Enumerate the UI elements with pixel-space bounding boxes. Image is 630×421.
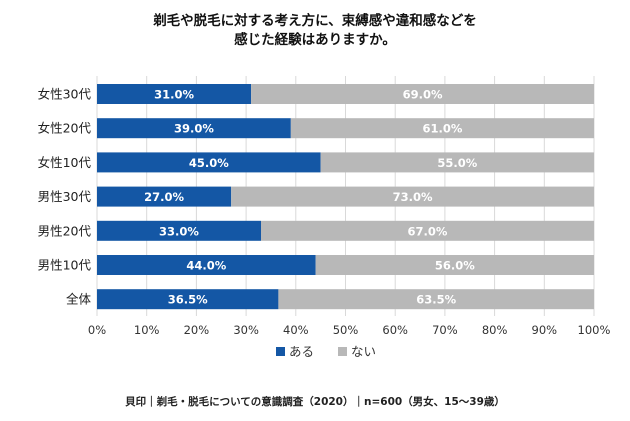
category-label: 女性30代 <box>38 87 92 102</box>
data-label: 69.0% <box>403 88 443 102</box>
x-tick-label: 70% <box>432 323 458 337</box>
data-label: 73.0% <box>393 190 433 204</box>
bar-segment-aru <box>97 152 321 173</box>
x-tick-label: 20% <box>184 323 210 337</box>
legend-swatch-aru <box>276 347 285 356</box>
legend-label-aru: ある <box>289 344 314 359</box>
category-label: 女性20代 <box>38 121 92 136</box>
chart-title: 剃毛や脱毛に対する考え方に、束縛感や違和感などを 感じた経験はありますか。 <box>0 12 630 50</box>
data-label: 27.0% <box>144 190 184 204</box>
data-label: 67.0% <box>408 224 448 238</box>
x-tick-label: 0% <box>88 323 106 337</box>
category-label: 女性10代 <box>38 155 92 170</box>
data-label: 63.5% <box>416 293 456 307</box>
category-label: 男性30代 <box>38 189 92 204</box>
bar-segment-nai <box>231 186 594 207</box>
legend-swatch-nai <box>338 347 347 356</box>
x-tick-label: 80% <box>482 323 508 337</box>
bar-segment-nai <box>290 118 594 139</box>
x-tick-label: 60% <box>382 323 408 337</box>
x-tick-label: 10% <box>134 323 160 337</box>
bar-segment-aru <box>97 289 279 310</box>
chart-title-line-1: 剃毛や脱毛に対する考え方に、束縛感や違和感などを <box>153 13 477 29</box>
data-label: 33.0% <box>159 224 199 238</box>
category-label: 男性10代 <box>38 258 92 273</box>
chart-title-line-2: 感じた経験はありますか。 <box>234 32 396 48</box>
data-label: 45.0% <box>189 156 229 170</box>
bar-segment-aru <box>97 255 316 275</box>
data-label: 56.0% <box>435 259 475 273</box>
bar-segment-aru <box>97 84 252 104</box>
x-tick-label: 100% <box>578 323 611 337</box>
data-label: 55.0% <box>437 156 477 170</box>
category-label: 全体 <box>66 292 92 307</box>
x-tick-label: 50% <box>333 323 359 337</box>
legend-label-nai: ない <box>351 344 376 359</box>
data-label: 61.0% <box>422 122 462 136</box>
bar-segment-aru <box>97 186 232 207</box>
bar-segment-nai <box>315 255 594 275</box>
data-label: 36.5% <box>168 293 208 307</box>
bar-segment-nai <box>278 289 594 310</box>
source-note: 貝印｜剃毛・脱毛についての意識調査（2020）｜n=600（男女、15〜39歳） <box>125 396 505 408</box>
bar-segment-aru <box>97 220 262 241</box>
data-label: 31.0% <box>154 88 194 102</box>
x-tick-label: 30% <box>233 323 259 337</box>
bar-segment-nai <box>320 152 594 173</box>
bar-segment-nai <box>251 84 594 104</box>
data-label: 39.0% <box>174 122 214 136</box>
bar-segment-aru <box>97 118 291 139</box>
x-tick-label: 90% <box>532 323 558 337</box>
x-tick-label: 40% <box>283 323 309 337</box>
bar-segment-nai <box>261 220 594 241</box>
data-label: 44.0% <box>186 259 226 273</box>
category-label: 男性20代 <box>38 223 92 238</box>
